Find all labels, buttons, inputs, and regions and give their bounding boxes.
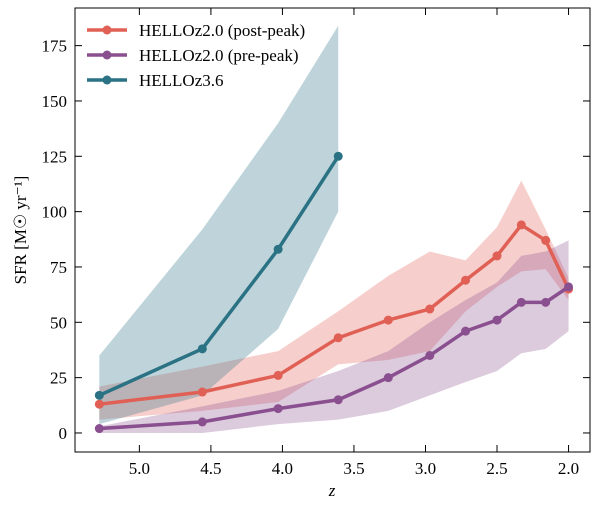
legend-label: HELLOz3.6 bbox=[139, 71, 224, 90]
band bbox=[99, 180, 569, 420]
marker bbox=[273, 404, 283, 414]
marker bbox=[461, 326, 471, 336]
x-tick-label: 2.5 bbox=[486, 459, 507, 478]
y-tick-label: 25 bbox=[50, 369, 67, 388]
band bbox=[99, 25, 339, 425]
marker bbox=[94, 424, 104, 434]
legend-marker bbox=[102, 25, 112, 35]
y-tick-label: 100 bbox=[42, 203, 68, 222]
marker bbox=[516, 297, 526, 307]
marker bbox=[333, 395, 343, 405]
marker bbox=[425, 304, 435, 314]
marker bbox=[197, 387, 207, 397]
marker bbox=[197, 344, 207, 354]
marker bbox=[197, 417, 207, 427]
marker bbox=[541, 297, 551, 307]
marker bbox=[273, 370, 283, 380]
x-tick-label: 3.5 bbox=[343, 459, 364, 478]
marker bbox=[425, 350, 435, 360]
legend-marker bbox=[102, 50, 112, 60]
line bbox=[98, 155, 340, 397]
legend-marker bbox=[102, 75, 112, 85]
x-tick-label: 2.0 bbox=[558, 459, 579, 478]
marker bbox=[383, 315, 393, 325]
marker bbox=[461, 275, 471, 285]
marker bbox=[94, 390, 104, 400]
marker bbox=[333, 151, 343, 161]
x-tick-label: 3.0 bbox=[415, 459, 436, 478]
band bbox=[99, 240, 569, 433]
marker bbox=[273, 244, 283, 254]
y-tick-label: 175 bbox=[42, 37, 68, 56]
legend-label: HELLOz2.0 (pre-peak) bbox=[139, 46, 299, 65]
y-tick-label: 125 bbox=[42, 147, 68, 166]
marker bbox=[492, 315, 502, 325]
marker bbox=[94, 399, 104, 409]
marker bbox=[383, 373, 393, 383]
marker bbox=[564, 282, 574, 292]
x-tick-label: 5.0 bbox=[129, 459, 150, 478]
y-axis-label: SFR [M☉ yr⁻¹] bbox=[11, 176, 30, 285]
legend-label: HELLOz2.0 (post-peak) bbox=[139, 21, 305, 40]
plot-frame bbox=[74, 7, 591, 453]
y-tick-label: 150 bbox=[42, 92, 68, 111]
y-tick-label: 75 bbox=[50, 258, 67, 277]
x-tick-label: 4.5 bbox=[200, 459, 221, 478]
marker bbox=[541, 235, 551, 245]
marker bbox=[333, 333, 343, 343]
x-tick-label: 4.0 bbox=[272, 459, 293, 478]
x-axis-label: z bbox=[328, 481, 336, 500]
y-tick-label: 0 bbox=[59, 424, 68, 443]
y-tick-label: 50 bbox=[50, 313, 67, 332]
marker bbox=[492, 251, 502, 261]
marker bbox=[516, 220, 526, 230]
